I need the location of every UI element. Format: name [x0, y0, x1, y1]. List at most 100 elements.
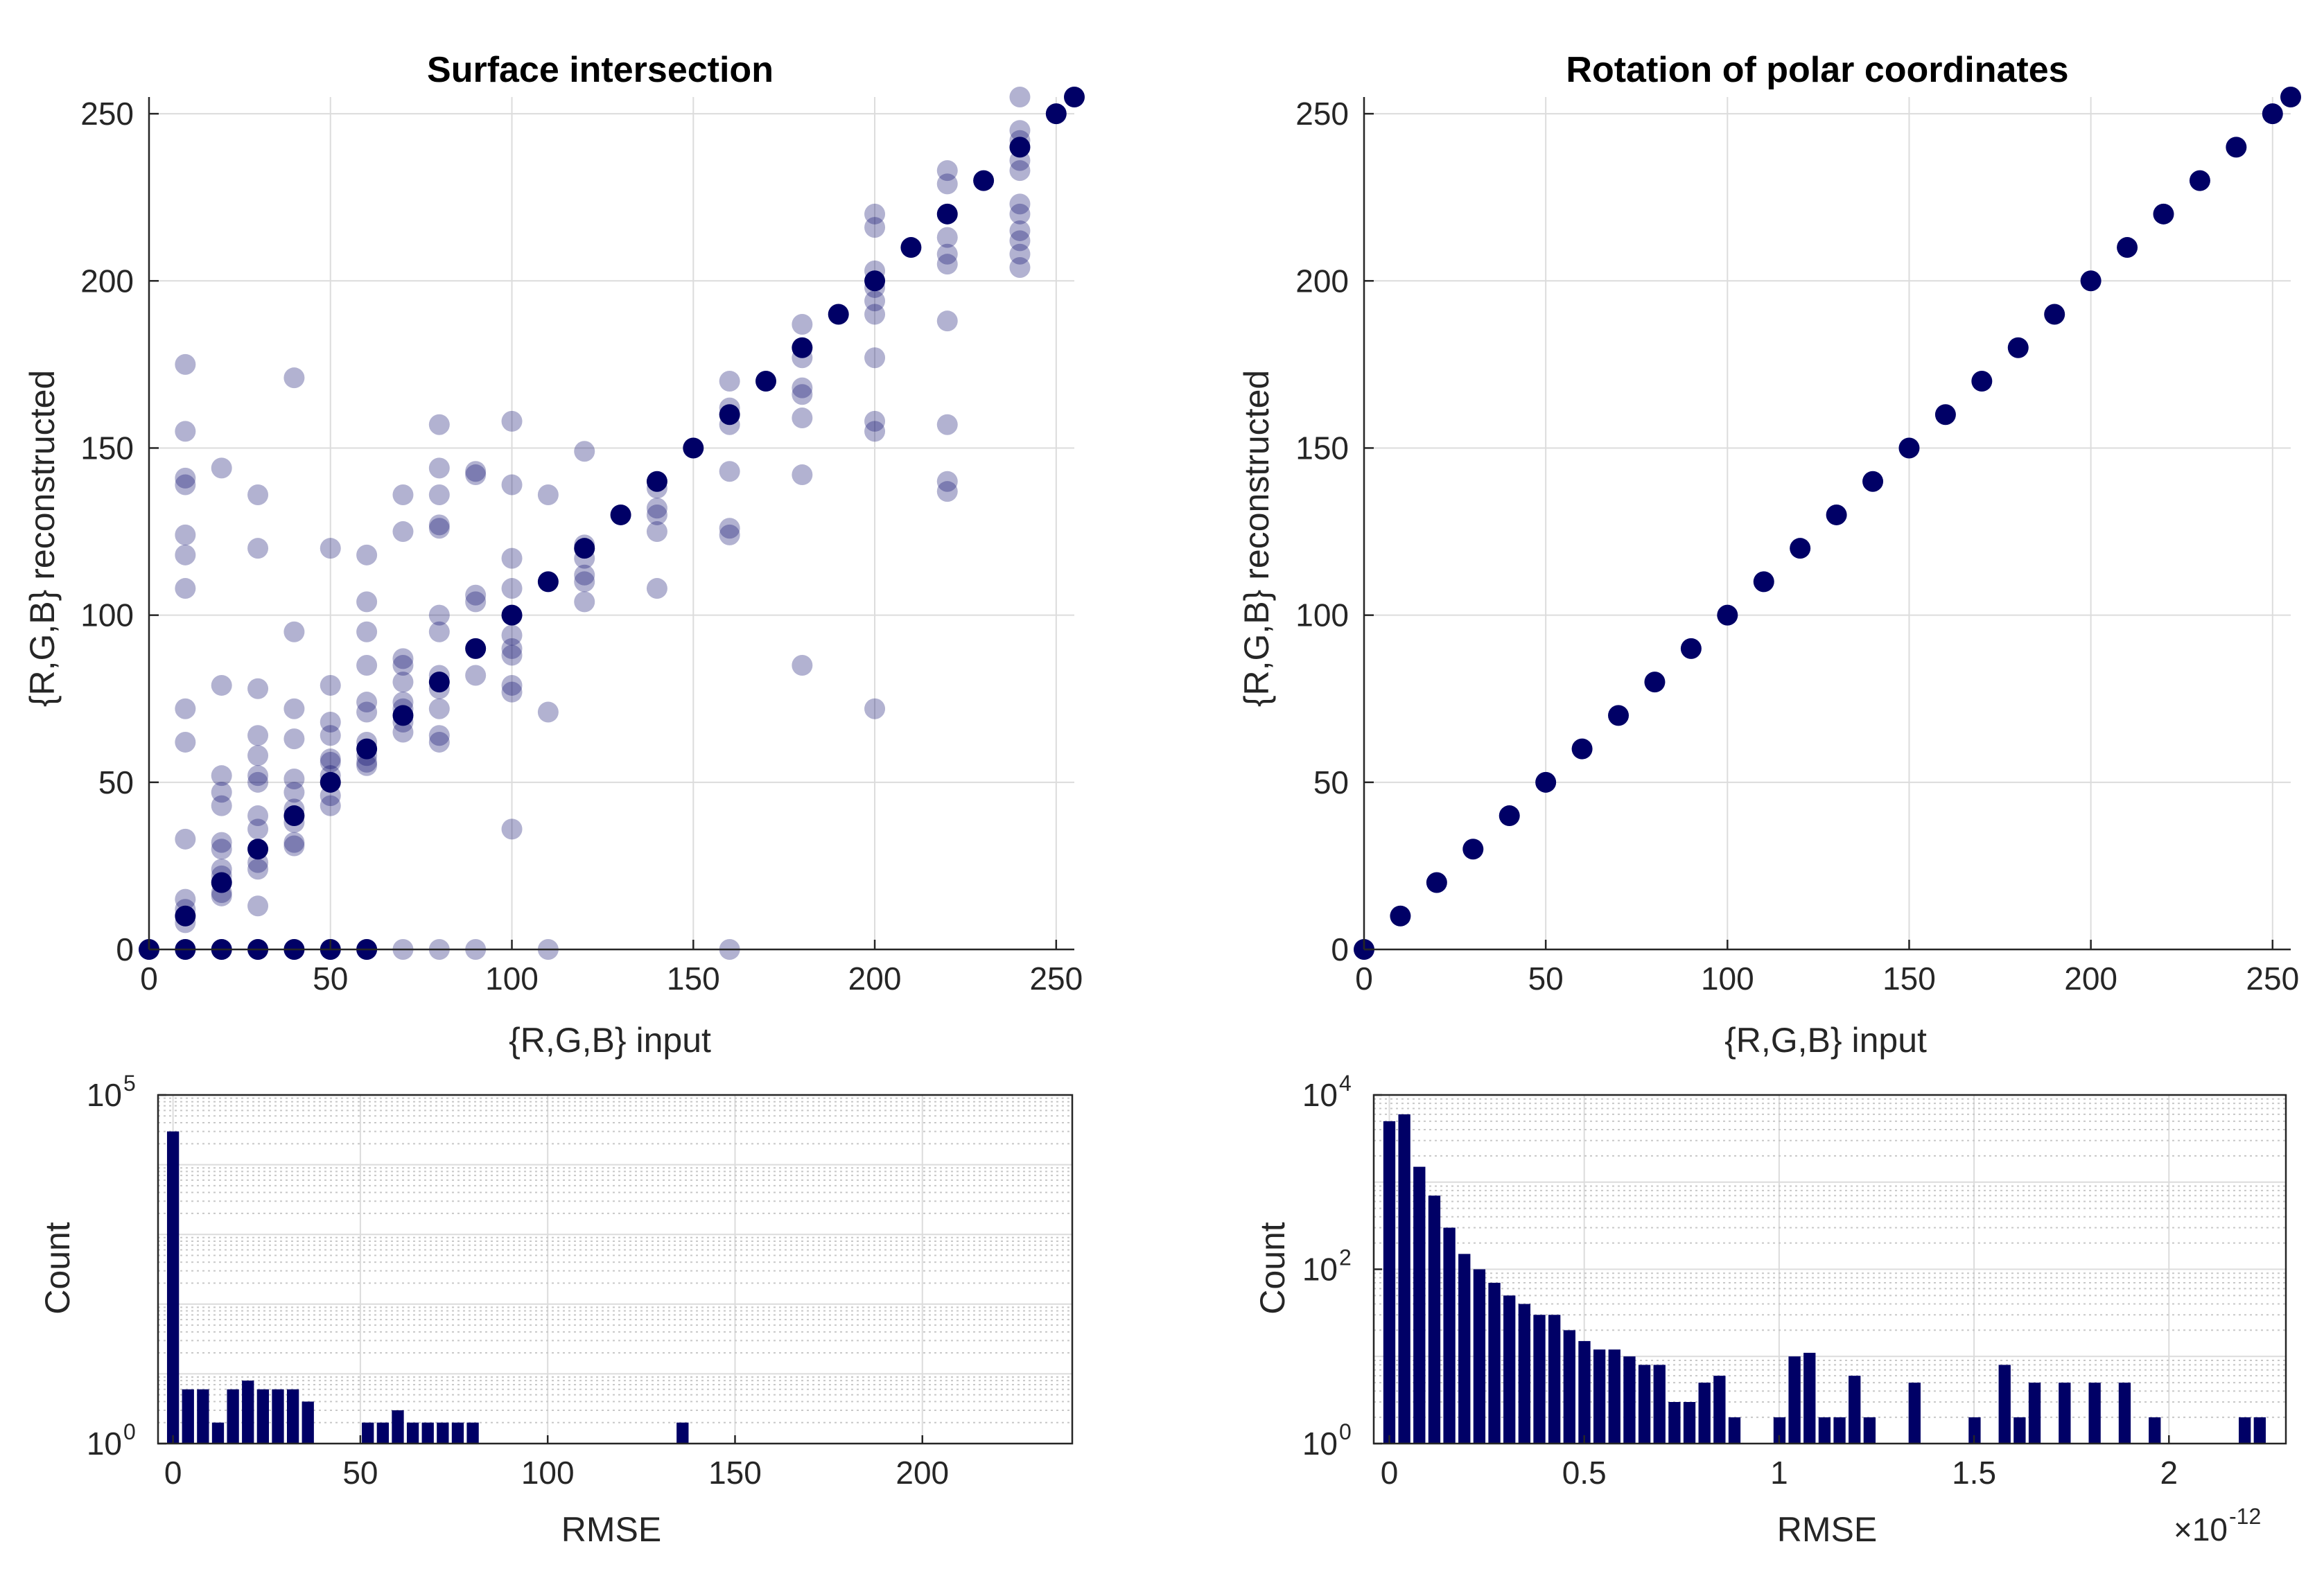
scatter-point-transparent	[320, 674, 341, 696]
scatter-point-transparent	[211, 832, 232, 853]
scatter-point	[973, 170, 995, 191]
scatter-point	[320, 771, 341, 793]
scatter-point-transparent	[1009, 220, 1031, 241]
y-tick-label: 0	[116, 931, 134, 967]
histogram-bar	[392, 1410, 404, 1444]
scatter-point-transparent	[356, 591, 378, 613]
histogram-bar	[1383, 1121, 1396, 1444]
scatter-point	[2262, 103, 2283, 125]
scatter-point	[356, 738, 378, 760]
scatter-point	[755, 371, 776, 392]
y-tick-label: 100	[1295, 597, 1349, 633]
scatter-point-transparent	[1009, 160, 1031, 182]
y-axis-label: Count	[38, 1222, 77, 1315]
y-axis-label: {R,G,B} reconstructed	[23, 370, 62, 707]
scatter-point-transparent	[320, 712, 341, 733]
chart-title: Rotation of polar coordinates	[1566, 50, 2068, 90]
histogram-bar	[286, 1389, 299, 1444]
histogram-bar	[166, 1131, 180, 1444]
scatter-point-transparent	[646, 521, 667, 543]
scatter-point	[900, 237, 922, 258]
y-tick-label: 150	[80, 430, 134, 466]
scatter-point-transparent	[936, 243, 958, 265]
y-tick-label: 50	[1313, 764, 1349, 800]
scatter-point	[1499, 805, 1520, 827]
scatter-point-transparent	[175, 578, 196, 599]
scatter-point	[646, 471, 667, 492]
scatter-point-transparent	[283, 769, 305, 789]
scatter-point-transparent	[574, 591, 595, 613]
scatter-point-transparent	[864, 290, 886, 312]
y-tick-exponent: 0	[1339, 1419, 1352, 1444]
y-tick-label: 200	[1295, 263, 1349, 299]
histogram-bar	[1623, 1356, 1636, 1444]
scatter-point-transparent	[356, 755, 378, 776]
scatter-point-transparent	[864, 203, 886, 225]
histogram-bar	[1803, 1353, 1816, 1444]
histogram-bar	[1533, 1315, 1546, 1444]
scatter-point-transparent	[1009, 230, 1031, 252]
histogram-bar	[1608, 1349, 1620, 1444]
scatter-point-transparent	[465, 591, 487, 613]
histogram-bar	[2253, 1417, 2266, 1444]
y-tick-exponent: 4	[1339, 1071, 1352, 1096]
scatter-point-transparent	[646, 578, 667, 599]
scatter-point	[2080, 270, 2102, 292]
chart-title: Surface intersection	[427, 50, 774, 90]
scatter-point-transparent	[501, 410, 523, 432]
scatter-point-transparent	[792, 377, 813, 398]
scatter-point-transparent	[175, 421, 196, 442]
scatter-point-transparent	[320, 795, 341, 816]
scatter-point-transparent	[320, 751, 341, 773]
x-tick-label: 0.5	[1562, 1455, 1607, 1491]
scatter-point	[1898, 437, 1920, 459]
exponent-base: ×10	[2174, 1511, 2228, 1548]
histogram-bar	[1488, 1282, 1501, 1444]
histogram-bar	[2118, 1383, 2131, 1444]
scatter-panel-rotation-polar: 0 50 100 150 200 250 0 50 100 150 200 250 Rotation …	[1237, 50, 2301, 1060]
scatter-point	[2153, 203, 2174, 225]
plot-area	[158, 1095, 1072, 1444]
scatter-point-transparent	[283, 367, 305, 389]
scatter-point	[2117, 237, 2138, 258]
scatter-point-transparent	[465, 584, 487, 606]
scatter-point-transparent	[356, 621, 378, 642]
scatter-point-transparent	[175, 544, 196, 566]
scatter-point-transparent	[936, 173, 958, 195]
scatter-point-transparent	[428, 518, 450, 539]
scatter-point-transparent	[175, 698, 196, 719]
y-tick-label: 50	[98, 764, 134, 800]
x-axis-label: {R,G,B} input	[1724, 1021, 1927, 1060]
scatter-point-transparent	[501, 638, 523, 659]
histogram-bar	[451, 1422, 464, 1444]
x-tick-label: 0	[164, 1455, 182, 1491]
scatter-point-transparent	[465, 665, 487, 686]
scatter-point-transparent	[356, 544, 378, 566]
scatter-point-transparent	[175, 731, 196, 753]
scatter-point-transparent	[501, 674, 523, 696]
histogram-bar	[1518, 1304, 1531, 1444]
x-tick-label: 0	[1355, 961, 1373, 997]
scatter-point-transparent	[864, 698, 886, 719]
histogram-bar	[362, 1422, 374, 1444]
histogram-bar	[182, 1389, 194, 1444]
x-tick-label: 50	[342, 1455, 378, 1491]
scatter-point-transparent	[392, 648, 414, 669]
histogram-bar	[406, 1422, 419, 1444]
scatter-point-transparent	[936, 481, 958, 502]
x-tick-label: 50	[313, 961, 348, 997]
histogram-bar	[227, 1389, 239, 1444]
histogram-bar	[421, 1422, 434, 1444]
scatter-point-transparent	[247, 818, 269, 840]
scatter-point	[392, 705, 414, 726]
scatter-point-transparent	[501, 547, 523, 569]
scatter-point-transparent	[537, 484, 559, 505]
x-axis-label: {R,G,B} input	[509, 1021, 711, 1060]
scatter-point	[828, 304, 849, 325]
histogram-bar	[1413, 1166, 1426, 1444]
histogram-bar	[1998, 1365, 2011, 1444]
histogram-bar	[1968, 1417, 1981, 1444]
scatter-point-transparent	[936, 471, 958, 492]
histogram-bar	[211, 1422, 225, 1444]
